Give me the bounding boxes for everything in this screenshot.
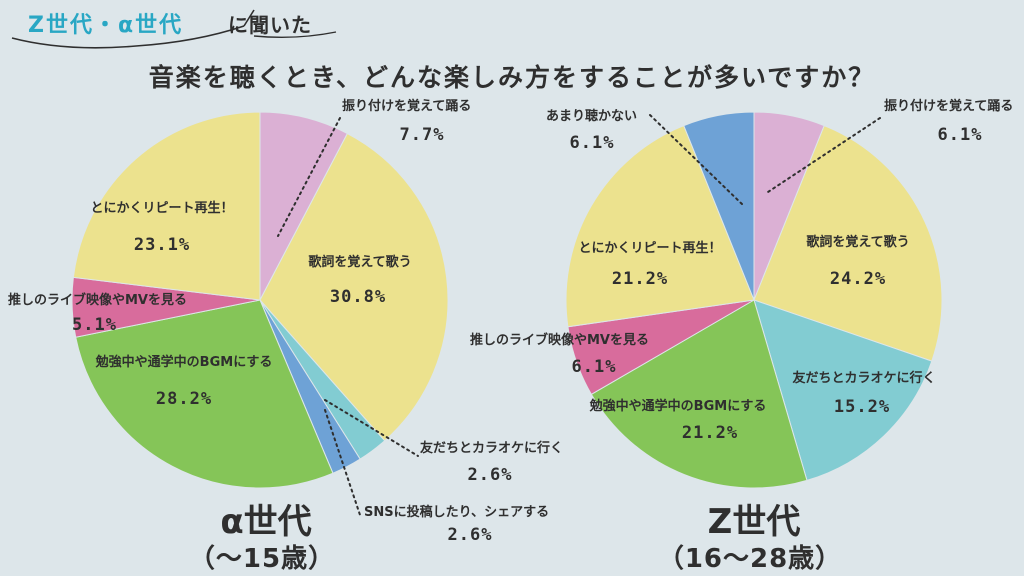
slice-label: あまり聴かない — [546, 108, 637, 124]
leader-line — [324, 409, 361, 516]
header-underline-decoration — [11, 9, 337, 49]
pie-slice — [75, 299, 334, 489]
slice-label: SNSに投稿したり、シェアする — [364, 504, 549, 520]
page-title: 音楽を聴くとき、どんな楽しみ方をすることが多いですか？ — [148, 63, 876, 92]
slice-value-label: 6.1% — [938, 125, 983, 145]
slice-value-label: 2.6% — [448, 525, 493, 545]
slice-label: とにかくリピート再生！ — [90, 200, 233, 216]
slice-label: 歌詞を覚えて歌う — [308, 254, 411, 270]
pie-slice — [565, 124, 755, 328]
pie-slice — [72, 111, 261, 301]
chart-subtitle-alpha: （〜15歳） — [188, 544, 336, 574]
slice-label: 歌詞を覚えて歌う — [806, 234, 909, 250]
slice-value-label: 15.2% — [834, 397, 890, 417]
slice-value-label: 5.1% — [72, 315, 117, 335]
pie-slice — [259, 132, 449, 442]
leader-line — [649, 114, 745, 207]
slice-value-label: 21.2% — [612, 269, 668, 289]
slice-label: 勉強中や通学中のBGMにする — [589, 398, 767, 414]
header-tag-rest: に聞いた — [228, 13, 312, 37]
slice-label: 勉強中や通学中のBGMにする — [95, 354, 273, 370]
header-tag: Z世代・α世代 に聞いた — [6, 2, 426, 62]
leader-line — [767, 117, 881, 193]
slice-value-label: 7.7% — [400, 125, 445, 145]
pie-slice — [590, 299, 808, 489]
slice-label: 推しのライブ映像やMVを見る — [8, 292, 187, 308]
pie-slice — [753, 299, 933, 482]
slice-value-label: 30.8% — [330, 287, 386, 307]
slice-value-label: 21.2% — [682, 423, 738, 443]
leader-line — [324, 399, 419, 457]
leader-line — [277, 117, 341, 237]
slice-label: 友だちとカラオケに行く — [420, 440, 563, 456]
slice-value-label: 2.6% — [468, 465, 513, 485]
slice-value-label: 24.2% — [830, 269, 886, 289]
chart-title-alpha: α世代 — [220, 502, 312, 542]
chart-subtitle-z: （16〜28歳） — [657, 544, 843, 574]
slice-value-label: 6.1% — [572, 357, 617, 377]
slice-label: 振り付けを覚えて踊る — [342, 98, 471, 114]
slice-value-label: 28.2% — [156, 389, 212, 409]
slice-value-label: 23.1% — [134, 235, 190, 255]
slice-label: とにかくリピート再生！ — [578, 240, 721, 256]
header-tag-highlight: Z世代・α世代 — [28, 13, 184, 38]
slice-value-label: 6.1% — [570, 133, 615, 153]
pie-slice — [753, 124, 943, 362]
slice-label: 振り付けを覚えて踊る — [884, 98, 1013, 114]
slice-label: 推しのライブ映像やMVを見る — [470, 332, 649, 348]
chart-title-z: Z世代 — [707, 502, 801, 542]
pie-slice — [683, 111, 755, 301]
slice-label: 友だちとカラオケに行く — [792, 370, 935, 386]
